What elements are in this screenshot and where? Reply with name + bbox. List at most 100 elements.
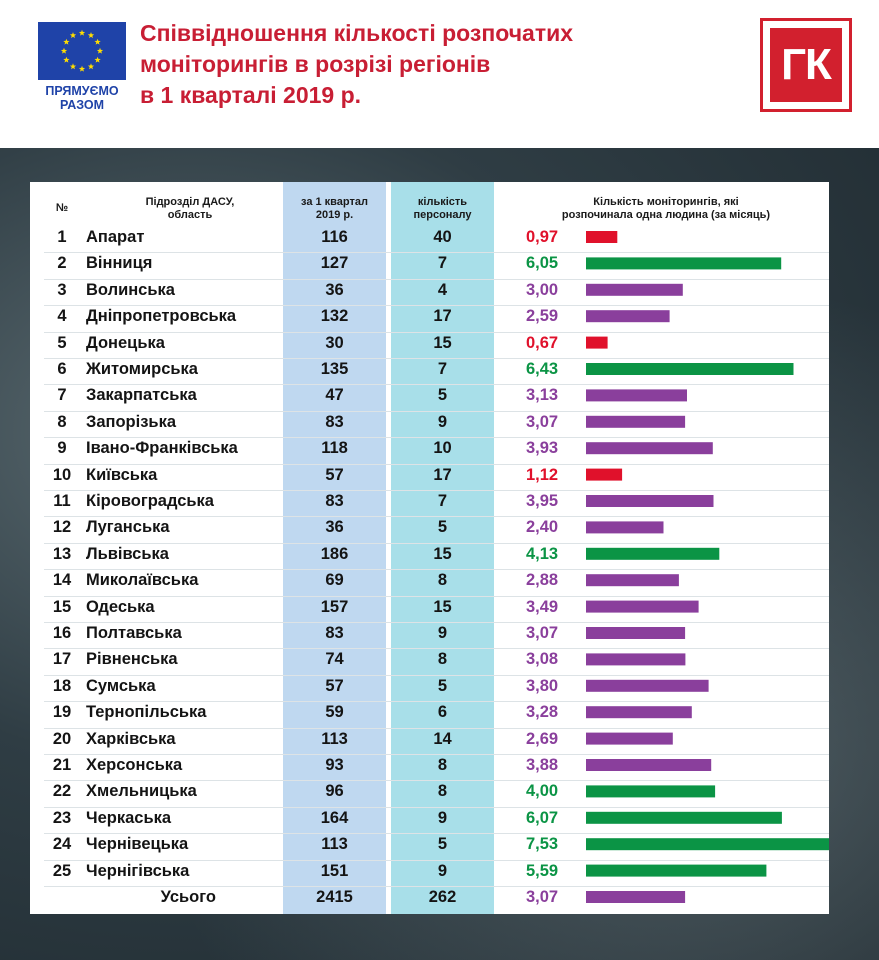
region-name: Миколаївська — [86, 571, 199, 590]
quarter-count: 36 — [325, 280, 344, 299]
quarter-count: 93 — [325, 756, 344, 774]
staff-count: 5 — [437, 386, 448, 405]
ratio-bar — [586, 283, 683, 296]
ratio-value-label: 2,88 — [526, 571, 559, 590]
row-number: 13 — [52, 544, 72, 563]
header-ratio-line1: Кількість моніторингів, які — [593, 196, 739, 208]
ratio-bar — [586, 389, 687, 402]
row-divider — [44, 410, 829, 412]
staff-count: 17 — [433, 465, 452, 484]
quarter-count: 83 — [325, 624, 344, 642]
quarter-count: 83 — [325, 412, 344, 431]
header-quarter-line1: за 1 квартал — [301, 196, 368, 208]
region-name: Донецька — [86, 333, 165, 352]
region-name: Херсонська — [86, 756, 183, 774]
staff-count: 8 — [437, 571, 448, 590]
ratio-bar — [586, 679, 709, 692]
total-ratio-value-label: 3,07 — [526, 888, 559, 906]
quarter-count: 96 — [325, 782, 344, 801]
eu-caption-line1: ПРЯМУЄМО — [45, 84, 119, 98]
row-number: 12 — [52, 518, 72, 537]
eu-star-icon — [63, 56, 70, 63]
header-num: № — [55, 202, 69, 214]
quarter-count: 151 — [320, 861, 349, 880]
quarter-count: 127 — [320, 254, 349, 273]
row-divider — [44, 727, 829, 729]
region-name: Закарпатська — [86, 386, 197, 405]
quarter-count: 116 — [321, 228, 348, 246]
quarter-count: 69 — [325, 571, 344, 590]
ratio-value-label: 3,49 — [526, 597, 559, 616]
region-name: Кіровоградська — [86, 492, 214, 510]
region-name: Одеська — [86, 597, 155, 616]
region-name: Запорізька — [86, 412, 177, 431]
ratio-bar-chart — [586, 231, 829, 903]
ratio-value-label: 3,93 — [526, 439, 559, 458]
ratio-value-label: 2,69 — [526, 729, 559, 748]
staff-count: 7 — [437, 492, 448, 510]
total-staff-count: 262 — [428, 888, 457, 906]
quarter-count: 36 — [325, 518, 344, 537]
ratio-bar — [586, 231, 618, 243]
staff-count: 4 — [437, 280, 448, 299]
title-line2: моніторингів в розрізі регіонів — [140, 51, 491, 77]
row-divider — [44, 886, 829, 887]
ratio-bar — [586, 521, 664, 534]
ratio-value-label: 6,43 — [526, 360, 559, 378]
row-number: 22 — [52, 782, 72, 801]
total-label: Усього — [160, 888, 216, 906]
row-divider — [44, 542, 829, 544]
row-divider — [44, 278, 829, 280]
row-number: 4 — [57, 307, 67, 326]
quarter-count: 47 — [325, 386, 344, 405]
header: ПРЯМУЄМО РАЗОМ Співвідношення кількості … — [0, 0, 879, 148]
region-name: Київська — [86, 465, 158, 484]
region-name: Львівська — [86, 544, 169, 563]
staff-count: 9 — [437, 808, 448, 827]
staff-count: 17 — [433, 307, 452, 326]
row-number: 16 — [52, 624, 72, 642]
ratio-value-label: 3,07 — [526, 624, 559, 642]
region-name: Сумська — [86, 676, 156, 695]
eu-star-icon — [87, 32, 95, 39]
ratio-value-label: 6,07 — [526, 808, 559, 827]
row-number: 11 — [53, 492, 71, 510]
header-staff: кількість персоналу — [391, 196, 494, 222]
quarter-count: 113 — [321, 729, 348, 748]
quarter-count: 57 — [325, 676, 344, 695]
row-divider — [44, 569, 829, 571]
eu-star-icon — [87, 63, 95, 70]
row-divider — [44, 305, 829, 307]
quarter-count: 74 — [325, 650, 344, 669]
staff-count: 10 — [433, 439, 452, 458]
region-name: Апарат — [86, 228, 145, 246]
row-divider — [44, 780, 829, 782]
staff-count: 9 — [437, 624, 448, 642]
ratio-value-label: 3,00 — [526, 280, 559, 299]
row-number: 19 — [52, 703, 72, 722]
staff-count: 40 — [433, 228, 452, 246]
ratio-value-label: 3,95 — [526, 492, 559, 510]
row-divider — [44, 595, 829, 597]
quarter-count: 83 — [325, 492, 344, 510]
row-divider — [44, 806, 829, 808]
region-name: Харківська — [86, 729, 176, 748]
staff-count: 8 — [437, 782, 448, 801]
ratio-bar — [586, 759, 712, 771]
staff-count: 6 — [437, 703, 448, 722]
ratio-value-label: 2,59 — [526, 307, 559, 326]
row-divider — [44, 358, 829, 359]
quarter-count: 157 — [320, 597, 349, 616]
ratio-value-label: 3,88 — [526, 756, 559, 774]
ratio-value-label: 7,53 — [526, 835, 559, 854]
staff-count: 5 — [437, 835, 448, 854]
ratio-value-label: 3,08 — [526, 650, 559, 669]
region-name: Житомирська — [86, 360, 198, 378]
staff-count: 9 — [437, 861, 448, 880]
quarter-count: 57 — [325, 465, 344, 484]
row-divider — [44, 437, 829, 439]
quarter-count: 113 — [321, 835, 348, 854]
ratio-bar — [586, 600, 699, 613]
row-divider — [44, 516, 829, 518]
gk-logo: ГК — [760, 18, 852, 112]
